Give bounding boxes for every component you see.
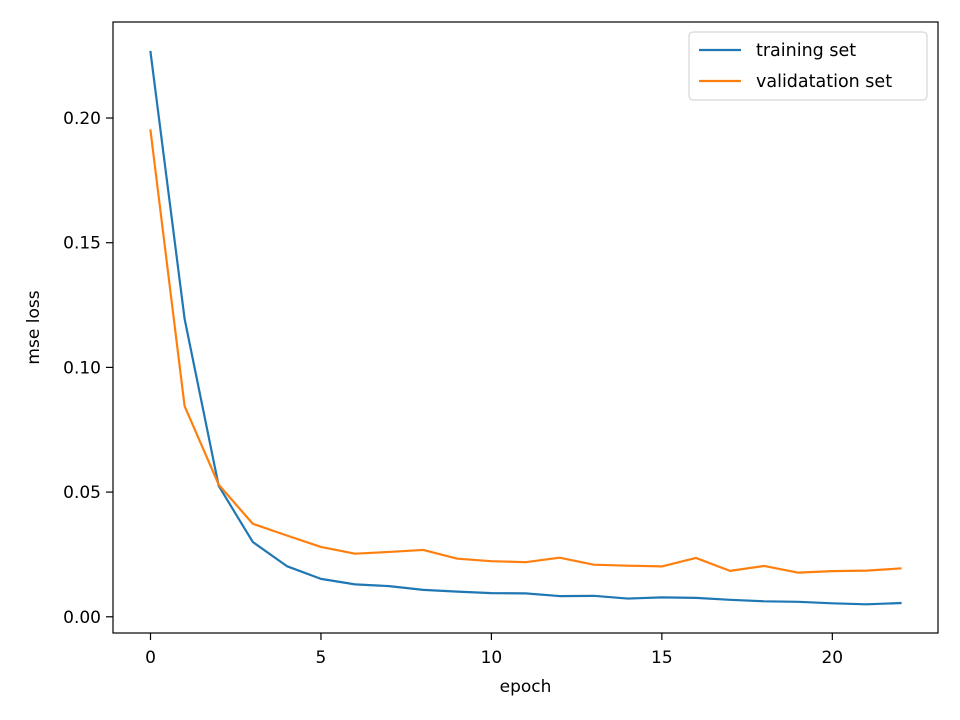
legend-label-validation: validatation set [756, 72, 892, 92]
legend: training set validatation set [688, 31, 928, 101]
x-tick-label: 20 [821, 648, 843, 668]
x-tick-label: 5 [316, 648, 327, 668]
y-tick-label: 0.15 [63, 234, 101, 254]
y-tick-label: 0.20 [63, 109, 101, 129]
series-layer [149, 50, 902, 606]
series-line-0 [149, 50, 902, 606]
series-line-1 [149, 129, 902, 574]
x-axis: 0 5 10 15 20 [145, 633, 843, 668]
x-tick-label: 15 [651, 648, 673, 668]
x-axis-label: epoch [500, 677, 552, 697]
y-tick-label: 0.00 [63, 608, 101, 628]
x-tick-label: 10 [481, 648, 503, 668]
x-tick-label: 0 [145, 648, 156, 668]
legend-box [688, 31, 928, 101]
plot-area-frame [112, 21, 939, 634]
y-tick-label: 0.05 [63, 483, 101, 503]
y-axis: 0.00 0.05 0.10 0.15 0.20 [63, 109, 113, 628]
y-axis-label: mse loss [24, 290, 44, 364]
legend-label-training: training set [756, 41, 856, 61]
y-tick-label: 0.10 [63, 358, 101, 378]
